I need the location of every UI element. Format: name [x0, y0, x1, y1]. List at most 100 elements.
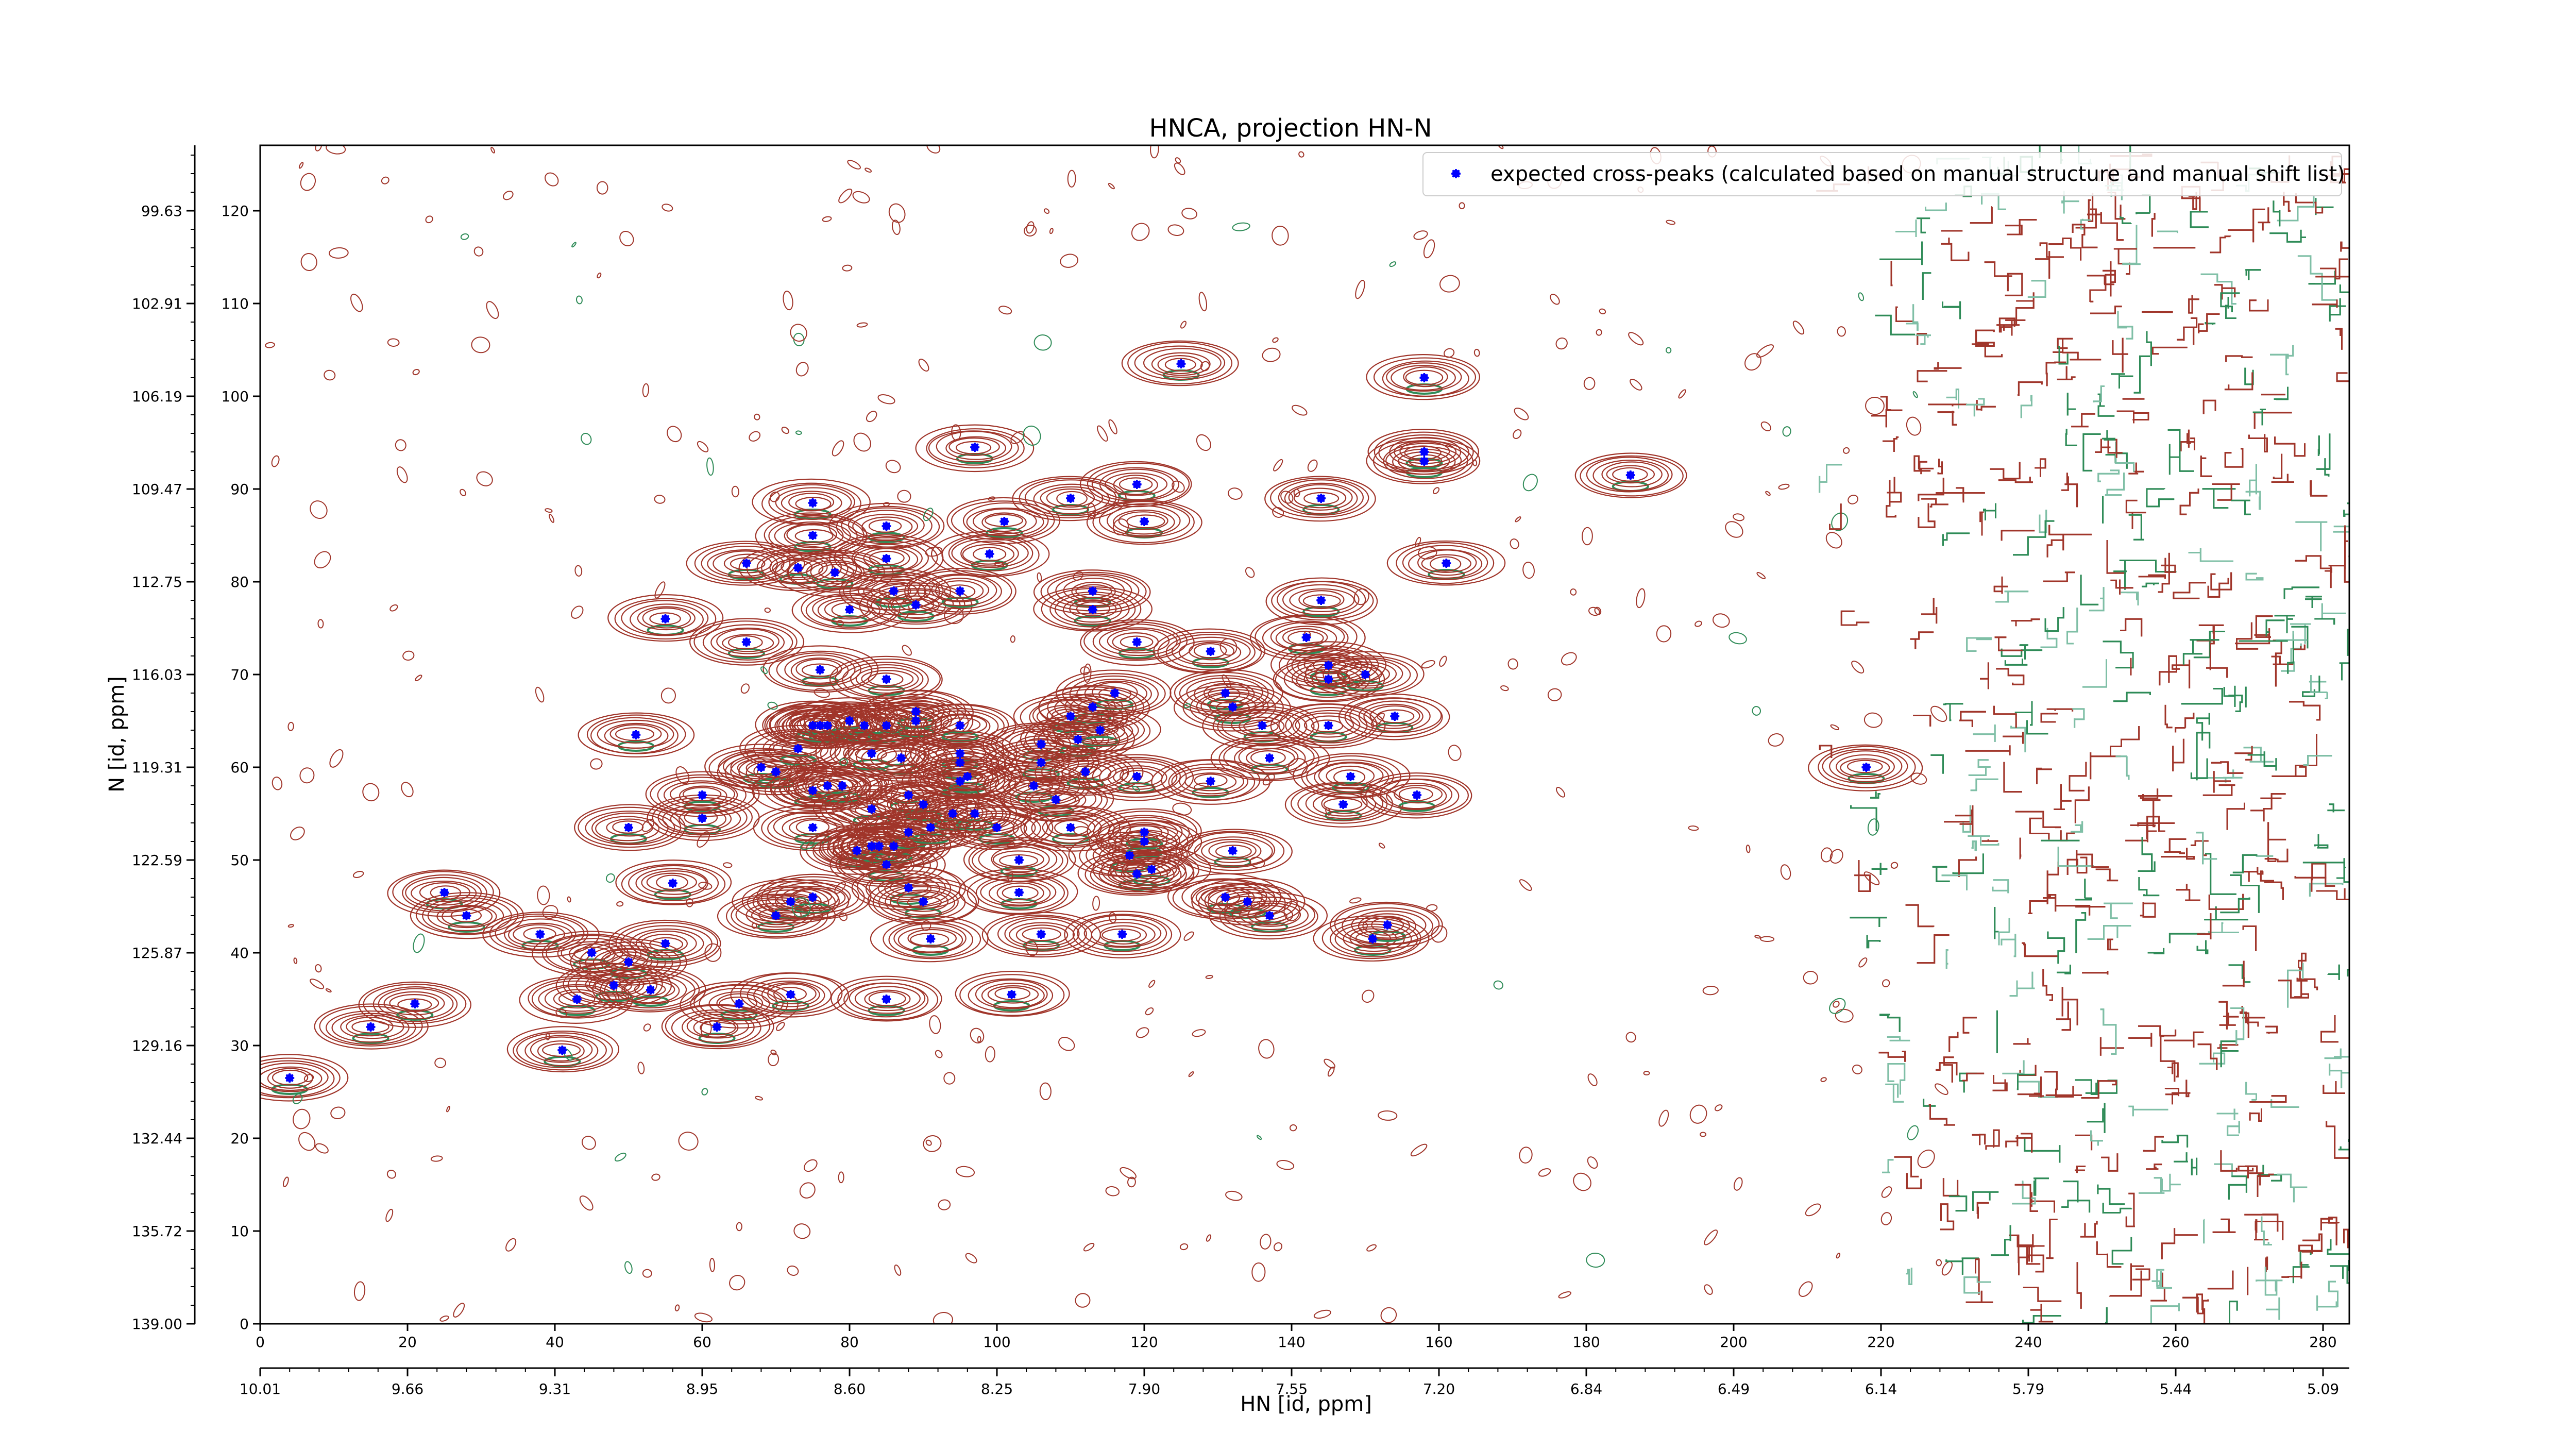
noise-band-contour [2109, 1270, 2142, 1297]
noise-contour [590, 758, 603, 770]
noise-band-contour [2095, 868, 2119, 882]
contour-level [1077, 915, 1167, 952]
noise-contour [1630, 379, 1642, 391]
contour-level [1194, 773, 1228, 787]
noise-contour [605, 873, 615, 883]
noise-band-contour [2044, 607, 2064, 632]
noise-contour [834, 881, 846, 894]
cross-peak-marker [1361, 670, 1370, 679]
noise-band-contour [2245, 1165, 2264, 1186]
noise-contour [1689, 1104, 1707, 1124]
contour-level [1122, 856, 1180, 883]
noise-contour [1448, 745, 1462, 761]
noise-band-contour [1887, 477, 1902, 503]
contour-level [1270, 478, 1369, 518]
noise-contour [755, 1096, 764, 1101]
noise-contour [1380, 1307, 1397, 1323]
noise-contour [767, 701, 778, 710]
noise-contour [965, 1253, 977, 1263]
contour-level [1109, 852, 1194, 888]
noise-band-contour [1975, 1258, 1980, 1295]
noise-contour [1007, 872, 1013, 882]
noise-contour [651, 1173, 660, 1181]
contour-level [405, 877, 482, 908]
noise-contour [293, 957, 298, 964]
contour-level [1391, 365, 1456, 391]
noise-band-contour [2146, 488, 2175, 508]
noise-band-contour [2226, 802, 2245, 830]
cross-peak-marker [1419, 457, 1429, 466]
noise-contour [415, 675, 422, 681]
contour-level [855, 667, 919, 691]
noise-contour [1245, 567, 1255, 578]
noise-contour [751, 922, 757, 929]
contour-level [621, 864, 726, 904]
x-ppm-tick-label: 8.25 [981, 1380, 1013, 1397]
noise-band-contour [2298, 1244, 2323, 1253]
noise-contour [1362, 989, 1375, 1003]
noise-band-contour [2087, 212, 2124, 241]
contour-level [781, 886, 846, 909]
noise-band-contour [2173, 582, 2206, 599]
contour-level [600, 969, 700, 1011]
noise-band-contour [2316, 433, 2331, 470]
contour-level [1049, 757, 1124, 788]
contour-level [1386, 783, 1447, 810]
cross-peak-marker [1419, 447, 1429, 457]
legend-marker-icon [1451, 169, 1461, 178]
noise-contour [1431, 925, 1448, 943]
noise-contour [1272, 225, 1289, 246]
noise-band-contour [1948, 1195, 1968, 1212]
noise-contour [381, 176, 389, 184]
contour-level [671, 1009, 761, 1047]
x-index-tick-label: 240 [2014, 1334, 2042, 1351]
contour-level [1134, 863, 1172, 878]
contour-level [1173, 684, 1291, 732]
noise-contour [800, 841, 815, 850]
contour-level [784, 654, 856, 685]
noise-band-contour [2147, 948, 2165, 954]
noise-band-contour [2040, 628, 2058, 648]
contour-level [628, 865, 719, 902]
cross-peak-marker [955, 586, 965, 596]
noise-contour [1023, 425, 1041, 446]
noise-band-contour [2232, 854, 2258, 873]
noise-contour [866, 411, 877, 423]
noise-band-contour [1965, 745, 2011, 755]
noise-contour [1688, 825, 1699, 831]
noise-contour [897, 490, 911, 503]
noise-band-contour [2121, 592, 2139, 605]
noise-contour [1582, 527, 1593, 546]
noise-band-contour [2347, 969, 2349, 976]
noise-contour [1292, 405, 1308, 416]
noise-contour [793, 1223, 811, 1239]
contour-level [910, 733, 1009, 774]
noise-band-contour [2231, 499, 2251, 515]
noise-contour [1073, 571, 1083, 581]
noise-contour [642, 1269, 652, 1278]
noise-contour [1120, 1167, 1137, 1180]
noise-band-contour [2190, 211, 2209, 228]
contour-level [999, 854, 1038, 867]
contour-level [761, 482, 861, 525]
noise-band-contour [2110, 726, 2140, 756]
noise-band-contour [2238, 1166, 2254, 1178]
noise-band-contour [2329, 1064, 2349, 1088]
noise-contour [486, 301, 499, 319]
contour-level [868, 519, 902, 533]
noise-contour [614, 1152, 626, 1162]
contour-level [1081, 722, 1118, 736]
contour-level [427, 900, 504, 932]
contour-level [387, 869, 501, 917]
noise-contour [1587, 1073, 1598, 1086]
noise-contour [1596, 329, 1602, 336]
contour-level [967, 872, 1069, 914]
noise-band-contour [2071, 821, 2083, 833]
contour-level [773, 987, 807, 1002]
noise-band-contour [1993, 576, 2008, 594]
contour-level [795, 819, 830, 835]
noise-band-contour [2005, 1135, 2019, 1148]
contour-level [1219, 897, 1318, 937]
noise-band-contour [2244, 367, 2254, 385]
